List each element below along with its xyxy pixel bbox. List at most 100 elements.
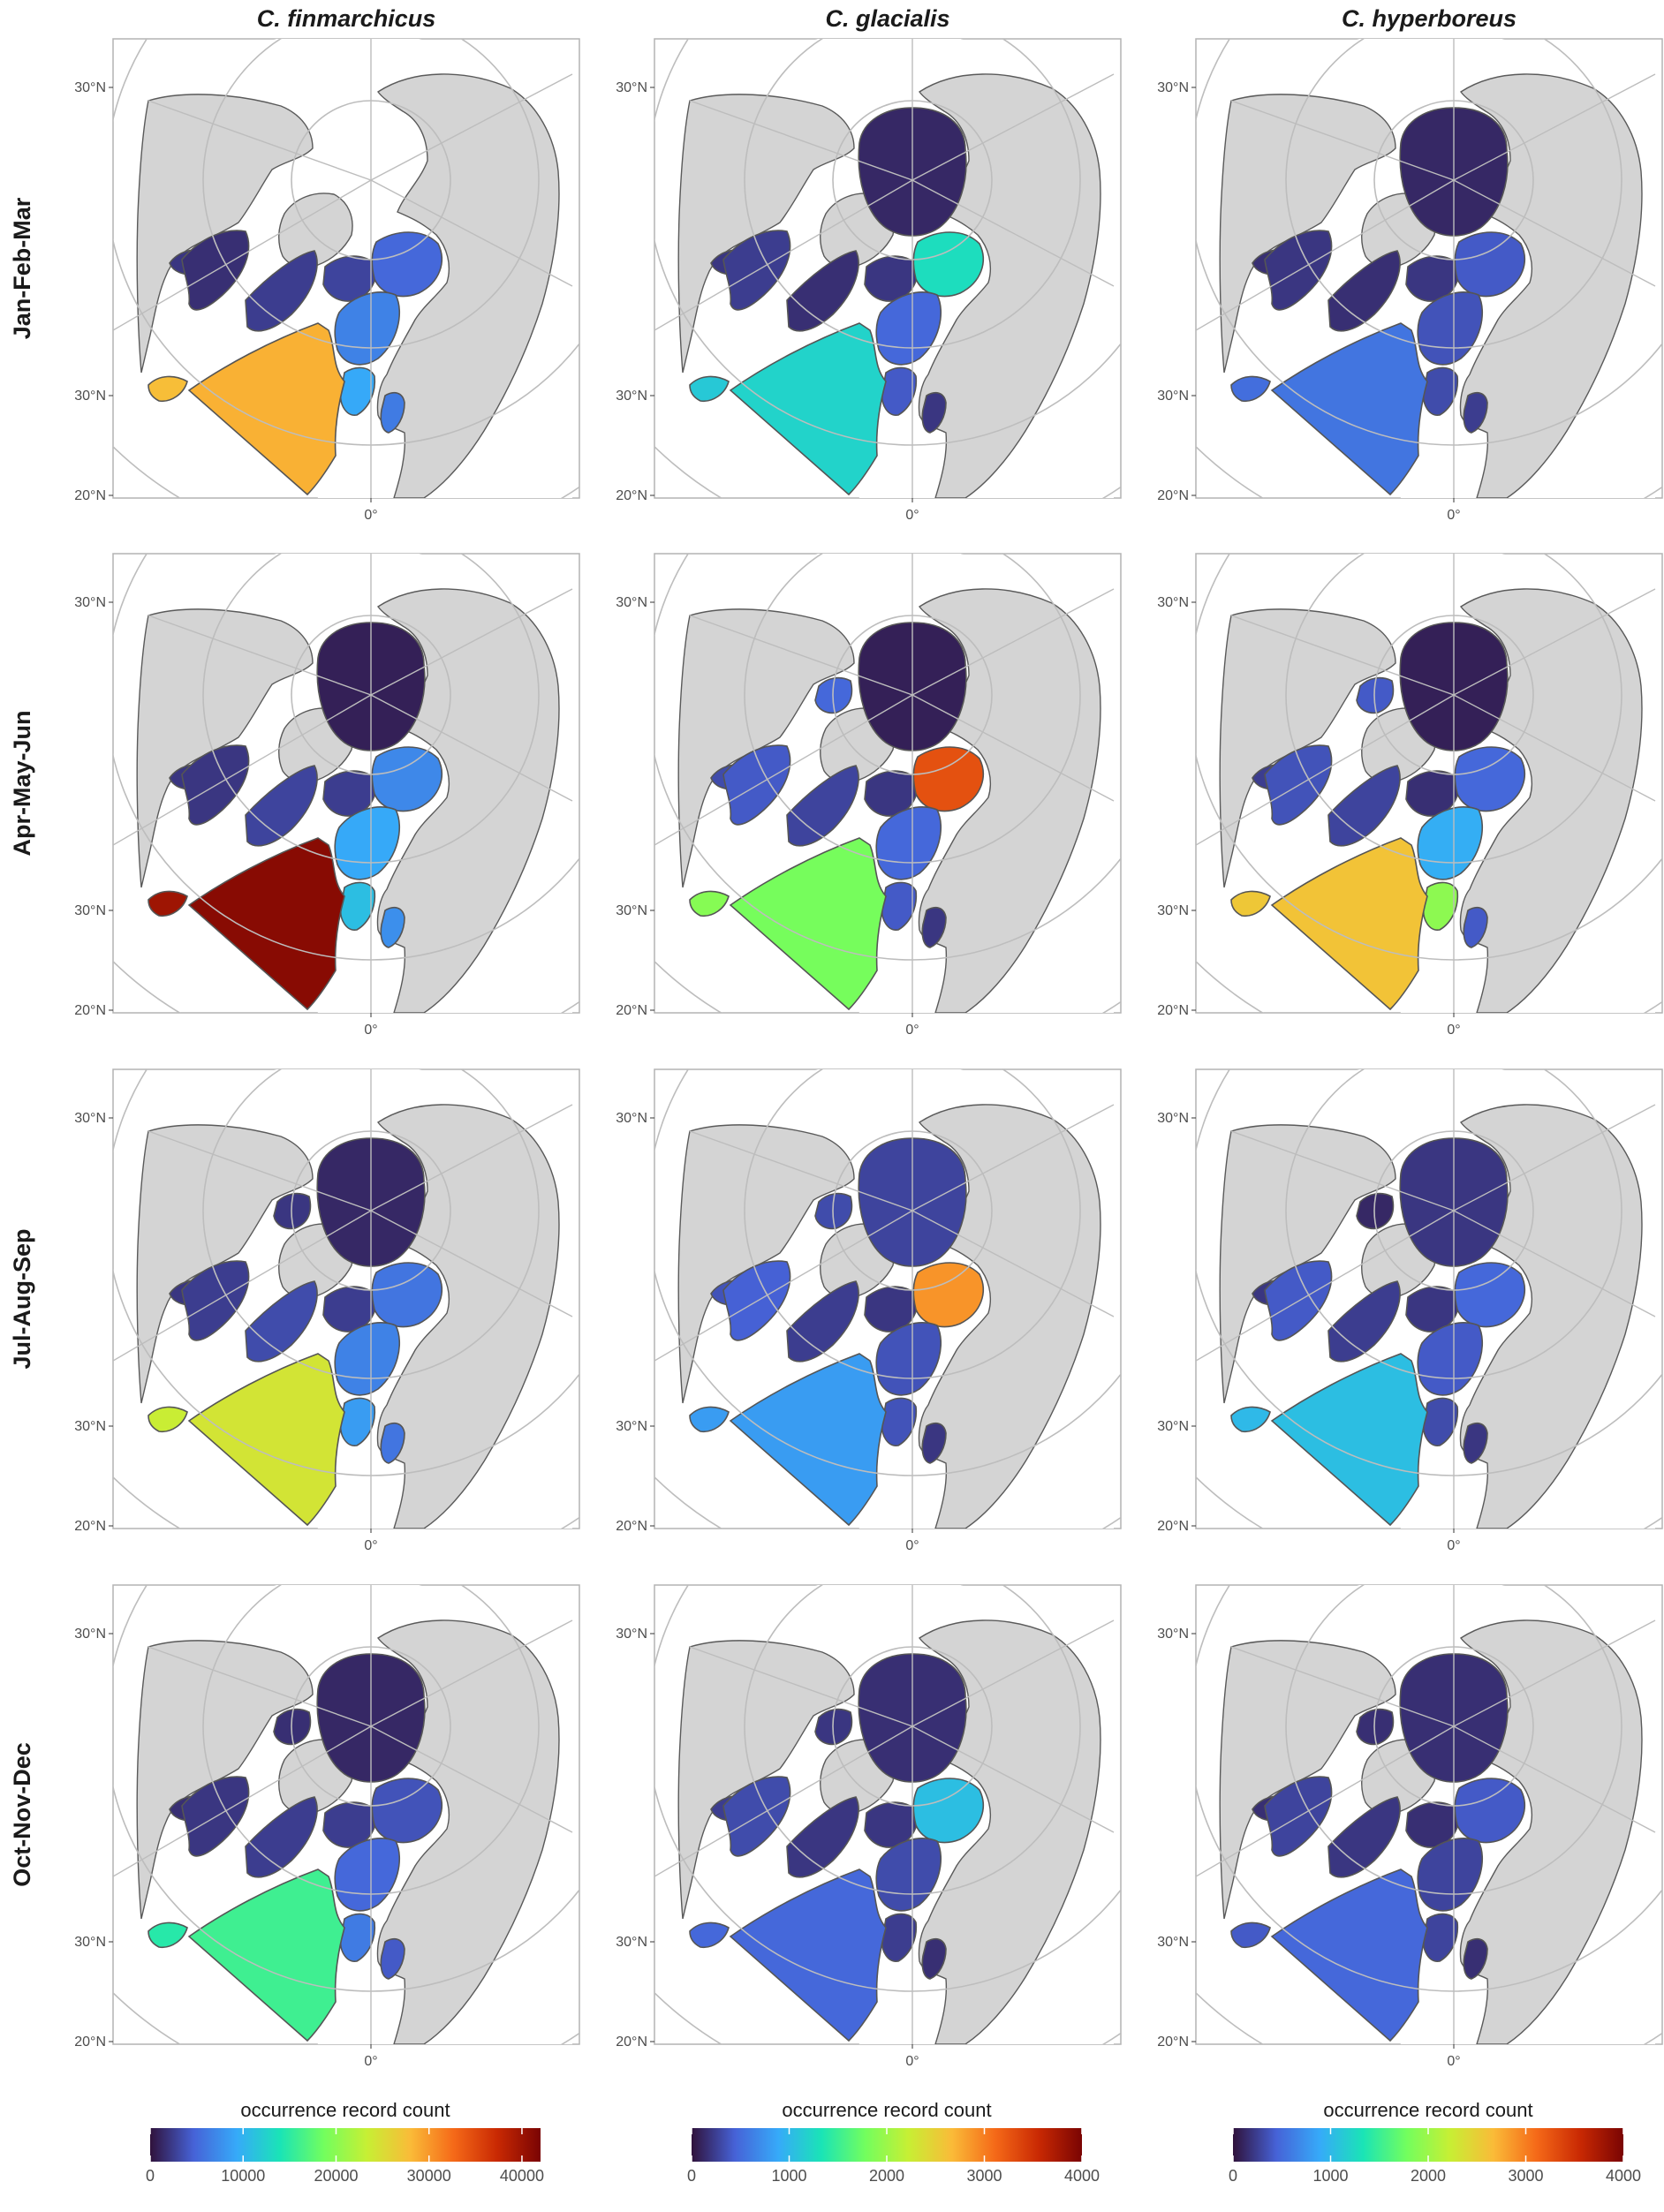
region-barents: [371, 1262, 442, 1328]
graticule-meridian: [1196, 694, 1455, 846]
lat-label-top: 30°N: [1157, 80, 1189, 95]
lat-label-mid: 30°N: [1157, 1419, 1189, 1434]
region-baltic: [380, 1422, 405, 1464]
lat-label-top: 30°N: [1157, 1627, 1189, 1642]
region-north-sea: [1422, 1913, 1459, 1962]
lat-label-top: 30°N: [74, 1627, 106, 1642]
region-baltic: [1463, 1937, 1488, 1980]
region-labrador: [786, 250, 859, 332]
graticule-meridian: [370, 1619, 573, 1727]
region-gulf-st-lawrence: [689, 890, 730, 917]
region-baltic: [921, 391, 947, 434]
panel-content: [113, 1069, 579, 1529]
graticule-meridian: [1196, 1210, 1455, 1362]
region-north-sea: [1422, 1397, 1459, 1446]
region-north-atlantic: [187, 1353, 345, 1527]
lon-label: 0°: [1447, 1538, 1460, 1553]
region-gulf-st-lawrence: [147, 1406, 188, 1433]
region-labrador: [245, 1796, 318, 1878]
legend-tick-label: 2000: [869, 2167, 904, 2185]
map-panel: 30°N 30°N 20°N 0°: [74, 1068, 580, 1553]
graticule-meridian: [1196, 179, 1455, 331]
panel-content: [654, 1585, 1121, 2044]
graticule-meridian: [689, 615, 913, 696]
lat-label-mid: 30°N: [1157, 1935, 1189, 1950]
graticule-meridian: [1453, 1210, 1656, 1317]
graticule-meridian: [911, 179, 1115, 287]
graticule-meridian: [654, 1210, 913, 1362]
lon-label: 0°: [905, 1538, 919, 1553]
graticule-meridian: [1453, 179, 1656, 287]
panel-content: [1196, 39, 1662, 498]
region-barents: [1454, 231, 1525, 298]
legend-tick-label: 10000: [221, 2167, 265, 2185]
species-header: C. finmarchicus: [257, 5, 436, 32]
map-panel: 30°N 30°N 20°N 0°: [1157, 1068, 1663, 1553]
lat-label-bottom: 20°N: [616, 488, 647, 503]
legend-tick-label: 20000: [314, 2167, 358, 2185]
season-label: Apr-May-Jun: [9, 710, 35, 856]
graticule-meridian: [1453, 588, 1656, 696]
region-north-atlantic: [187, 322, 345, 496]
lon-label: 0°: [364, 1538, 377, 1553]
region-north-sea: [881, 881, 918, 931]
lat-label-mid: 30°N: [1157, 389, 1189, 404]
region-north-atlantic: [1270, 837, 1428, 1011]
lat-label-bottom: 20°N: [74, 1519, 106, 1534]
graticule-meridian: [113, 694, 372, 846]
graticule-meridian: [370, 1210, 573, 1317]
lat-label-top: 30°N: [74, 1111, 106, 1126]
region-labrador: [786, 765, 859, 847]
region-gulf-st-lawrence: [689, 1406, 730, 1433]
lat-label-mid: 30°N: [616, 903, 647, 918]
legend-tick-label: 2000: [1411, 2167, 1446, 2185]
map-panel: 30°N 30°N 20°N 0°: [616, 553, 1122, 1038]
region-north-sea: [881, 1913, 918, 1962]
region-gulf-st-lawrence: [1230, 1406, 1271, 1433]
graticule-meridian: [1230, 615, 1455, 696]
graticule-meridian: [654, 179, 913, 331]
map-panel: 30°N 30°N 20°N 0°: [1157, 1584, 1663, 2069]
legend-colorbar: occurrence record count 0 1000 2000 3000 4000: [687, 2099, 1100, 2185]
lat-label-mid: 30°N: [616, 1935, 647, 1950]
region-north-sea: [339, 1397, 376, 1446]
region-north-sea: [339, 366, 376, 416]
lat-label-top: 30°N: [616, 595, 647, 610]
region-labrador: [1327, 250, 1401, 332]
legend-tick-label: 3000: [1508, 2167, 1543, 2185]
graticule-meridian: [370, 73, 573, 181]
graticule-meridian: [1453, 73, 1656, 181]
panel-content: [654, 554, 1121, 1013]
graticule-meridian: [370, 694, 573, 802]
region-baltic: [1463, 906, 1488, 948]
graticule-meridian: [370, 588, 573, 696]
lon-label: 0°: [905, 508, 919, 523]
map-panel: 30°N 30°N 20°N 0°: [1157, 38, 1663, 523]
graticule-meridian: [1453, 694, 1656, 802]
region-baltic: [1463, 391, 1488, 434]
panel-content: [113, 1585, 579, 2044]
graticule-meridian: [1196, 1725, 1455, 1877]
season-label: Oct-Nov-Dec: [9, 1742, 35, 1887]
graticule-meridian: [1453, 1104, 1656, 1212]
panel-content: [1196, 1069, 1662, 1529]
graticule-meridian: [911, 1725, 1115, 1833]
region-gulf-st-lawrence: [1230, 890, 1271, 917]
region-labrador: [1327, 1280, 1401, 1363]
graticule-meridian: [147, 1646, 372, 1727]
region-barents: [1454, 1262, 1525, 1328]
map-panel: 30°N 30°N 20°N 0°: [74, 1584, 580, 2069]
region-labrador: [245, 250, 318, 332]
legend-tick-label: 4000: [1606, 2167, 1641, 2185]
graticule-meridian: [689, 1646, 913, 1727]
graticule-meridian: [689, 100, 913, 181]
species-header: C. hyperboreus: [1342, 5, 1517, 32]
lat-label-mid: 30°N: [74, 1935, 106, 1950]
graticule-meridian: [911, 1210, 1115, 1317]
map-panel: 30°N 30°N 20°N 0°: [616, 38, 1122, 523]
legend-bar: [150, 2128, 541, 2162]
lat-label-bottom: 20°N: [74, 488, 106, 503]
region-labrador: [786, 1796, 859, 1878]
